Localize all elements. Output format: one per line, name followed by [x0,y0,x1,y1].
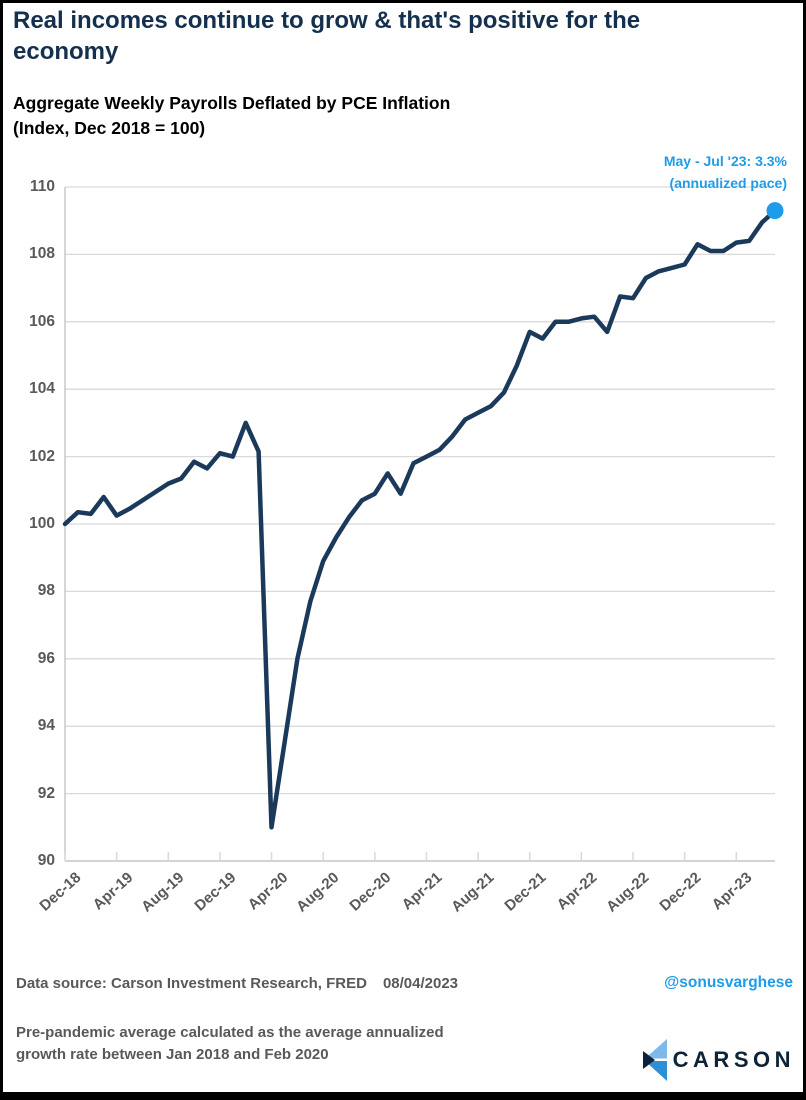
annotation-line2: (annualized pace) [669,175,787,191]
y-axis-label: 110 [29,178,55,195]
payrolls-line [62,208,778,830]
y-axis-label: 106 [29,312,55,330]
logo-triangle-arrow [643,1051,655,1069]
carson-wordmark: CARSON [672,1047,795,1072]
page-title: Real incomes continue to grow & that's p… [13,7,641,65]
logo-triangle-bottom [645,1061,667,1081]
chart-subtitle: Aggregate Weekly Payrolls Deflated by PC… [13,91,613,141]
y-axis-label: 100 [29,515,55,532]
chart-subtitle-line2: (Index, Dec 2018 = 100) [13,118,206,138]
social-handle: @sonusvarghese [664,974,793,991]
carson-logo-icon [643,1039,667,1081]
y-axis-label: 90 [37,852,55,869]
y-axis-label: 98 [37,582,55,600]
footnote: Pre-pandemic average calculated as the a… [16,1022,576,1065]
y-axis-label: 108 [29,245,55,263]
data-point-annotation: May - Jul '23: 3.3% (annualized pace) [664,150,787,194]
y-axis-label: 94 [37,717,55,735]
footnote-line2: growth rate between Jan 2018 and Feb 202… [16,1045,329,1063]
y-axis-label: 92 [37,784,55,802]
footnote-line1: Pre-pandemic average calculated as the a… [16,1024,444,1041]
data-source: Data source: Carson Investment Research,… [16,975,576,992]
y-axis-label: 96 [37,649,55,667]
payrolls-line-chart [62,186,784,862]
y-axis-label: 104 [29,380,55,398]
data-source-text: Data source: Carson Investment Research,… [16,975,367,992]
logo-triangle-top [645,1039,667,1059]
chart-subtitle-line1: Aggregate Weekly Payrolls Deflated by PC… [13,93,451,113]
chart-date: 08/04/2023 [382,975,459,992]
annotation-line1: May - Jul '23: 3.3% [663,153,787,169]
last-point-marker [766,202,784,220]
y-axis-label: 102 [29,447,55,465]
